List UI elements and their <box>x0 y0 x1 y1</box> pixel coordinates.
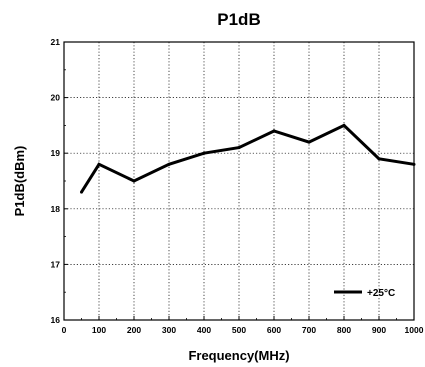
y-tick-label: 20 <box>51 93 61 103</box>
data-point <box>412 162 416 166</box>
data-point <box>237 146 241 150</box>
x-axis-label: Frequency(MHz) <box>188 348 289 363</box>
y-axis-label: P1dB(dBm) <box>12 146 27 217</box>
x-tick-label: 100 <box>92 325 106 335</box>
tick-labels: 0 100 200 300 400 500 600 700 800 900 1000 16 17 18 19… <box>51 37 424 335</box>
x-tick-label: 600 <box>267 325 281 335</box>
y-tick-label: 18 <box>51 204 61 214</box>
series-layer <box>80 123 416 194</box>
data-point <box>97 162 101 166</box>
grid-lines <box>64 42 414 320</box>
x-tick-label: 300 <box>162 325 176 335</box>
x-tick-label: 400 <box>197 325 211 335</box>
y-tick-label: 19 <box>51 148 61 158</box>
axis-ticks <box>63 41 415 321</box>
data-point <box>377 157 381 161</box>
series-line <box>80 123 415 193</box>
x-tick-label: 700 <box>302 325 316 335</box>
data-point <box>272 129 276 133</box>
x-tick-label: 500 <box>232 325 246 335</box>
data-point <box>202 151 206 155</box>
legend-label: +25°C <box>367 288 395 299</box>
data-point <box>167 162 171 166</box>
data-point <box>80 190 83 194</box>
chart-title: P1dB <box>217 10 260 29</box>
data-point <box>132 179 136 183</box>
x-tick-label: 200 <box>127 325 141 335</box>
x-tick-label: 0 <box>62 325 67 335</box>
legend: +25°C <box>334 288 395 299</box>
x-tick-label: 1000 <box>405 325 424 335</box>
x-tick-label: 900 <box>372 325 386 335</box>
data-point <box>307 140 311 144</box>
data-point <box>342 123 346 127</box>
x-tick-label: 800 <box>337 325 351 335</box>
y-tick-label: 17 <box>51 259 61 269</box>
y-tick-label: 21 <box>51 37 61 47</box>
y-tick-label: 16 <box>51 315 61 325</box>
